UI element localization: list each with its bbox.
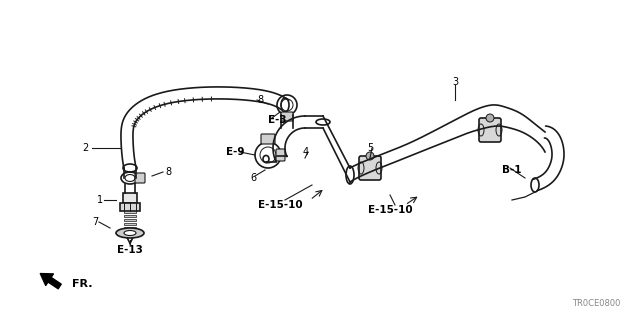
Text: 6: 6: [250, 173, 256, 183]
Text: E-13: E-13: [117, 245, 143, 255]
Ellipse shape: [124, 230, 136, 236]
FancyBboxPatch shape: [359, 156, 381, 180]
FancyArrowPatch shape: [40, 274, 61, 289]
Bar: [120, 203, 140, 211]
FancyBboxPatch shape: [276, 149, 285, 161]
FancyBboxPatch shape: [479, 118, 501, 142]
Text: TR0CE0800: TR0CE0800: [572, 299, 620, 308]
Text: 1: 1: [97, 195, 103, 205]
FancyBboxPatch shape: [261, 134, 275, 144]
Circle shape: [486, 114, 494, 122]
Text: 7: 7: [92, 217, 98, 227]
Text: B-1: B-1: [502, 165, 522, 175]
Text: E-9: E-9: [226, 147, 244, 157]
Text: 3: 3: [452, 77, 458, 87]
FancyBboxPatch shape: [135, 173, 145, 183]
FancyBboxPatch shape: [281, 112, 293, 121]
Circle shape: [366, 152, 374, 160]
Bar: [124, 227, 136, 229]
Text: 8: 8: [165, 167, 171, 177]
Text: FR.: FR.: [72, 279, 93, 289]
Bar: [124, 223, 136, 225]
Bar: [123, 193, 137, 203]
Text: E-15-10: E-15-10: [368, 205, 412, 215]
Text: 5: 5: [367, 143, 373, 153]
Ellipse shape: [116, 228, 144, 238]
Bar: [124, 211, 136, 213]
Text: 2: 2: [82, 143, 88, 153]
Text: 4: 4: [303, 147, 309, 157]
Text: E-15-10: E-15-10: [258, 200, 302, 210]
Text: 8: 8: [257, 95, 263, 105]
Bar: [124, 215, 136, 217]
Bar: [124, 219, 136, 221]
Text: E-3: E-3: [268, 115, 286, 125]
